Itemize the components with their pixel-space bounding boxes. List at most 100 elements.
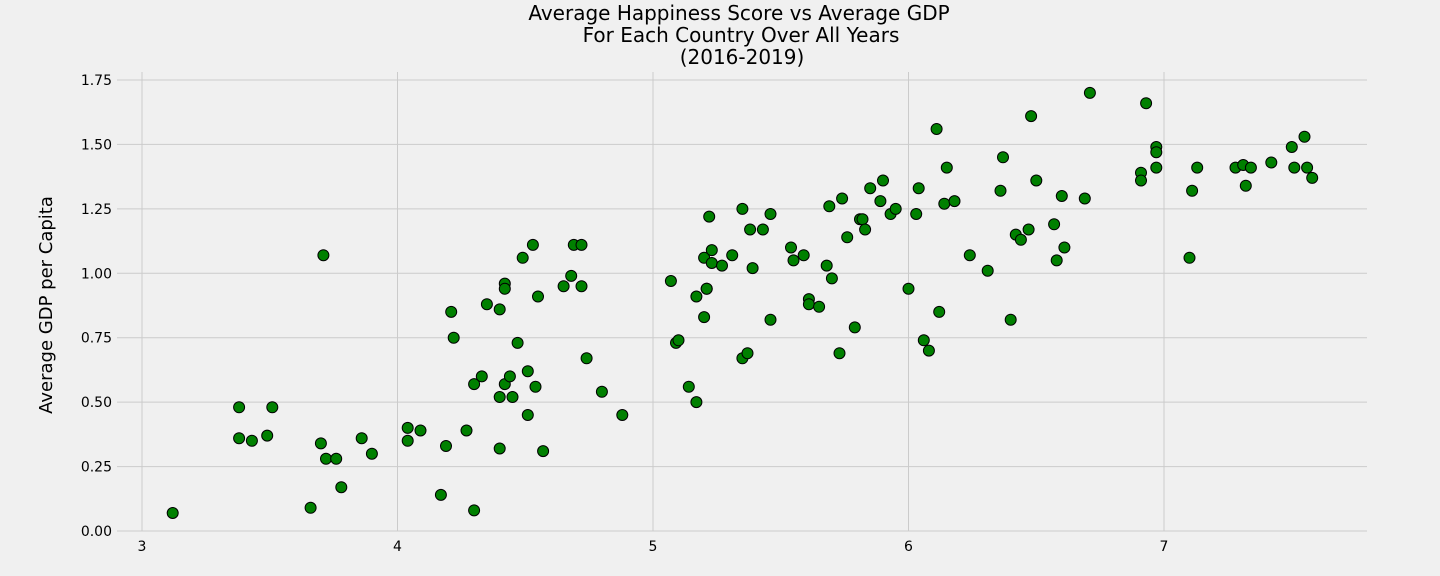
data-point	[764, 313, 777, 326]
data-point	[981, 264, 994, 277]
data-point	[521, 365, 534, 378]
data-point	[266, 401, 279, 414]
data-point	[741, 347, 754, 360]
chart-title-line-2: For Each Country Over All Years	[583, 23, 900, 47]
y-axis-ticks: 0.00 0.25 0.50 0.75 1.00 1.25 1.50 1.75	[81, 73, 112, 540]
data-point	[1083, 86, 1096, 99]
x-tick-label: 4	[393, 539, 402, 555]
data-point	[1050, 254, 1063, 267]
data-point	[938, 197, 951, 210]
data-point	[1183, 251, 1196, 264]
data-point	[889, 202, 902, 215]
data-point	[1025, 110, 1038, 123]
data-point	[1150, 146, 1163, 159]
data-point	[434, 488, 447, 501]
y-axis-label: Average GDP per Capita	[36, 196, 57, 414]
data-point	[401, 421, 414, 434]
y-tick-label: 1.75	[81, 73, 112, 89]
data-point	[580, 352, 593, 365]
data-point	[716, 259, 728, 272]
data-point	[304, 501, 317, 514]
data-point	[874, 195, 887, 208]
data-point	[521, 409, 534, 421]
data-point	[493, 303, 506, 316]
data-point	[690, 290, 703, 303]
data-point	[703, 210, 716, 223]
data-point	[537, 445, 550, 458]
data-point	[705, 257, 718, 269]
data-point	[705, 244, 718, 257]
data-point	[440, 440, 452, 452]
data-point	[917, 334, 930, 347]
data-point	[616, 409, 629, 421]
data-point	[1140, 97, 1153, 110]
data-point	[930, 123, 943, 135]
data-point	[940, 161, 953, 174]
data-point	[1306, 171, 1319, 184]
data-point	[1239, 179, 1252, 192]
data-point	[736, 202, 749, 215]
data-point	[468, 504, 481, 517]
data-point	[503, 370, 516, 383]
x-tick-label: 5	[649, 539, 658, 555]
data-point	[672, 334, 685, 347]
data-point	[1285, 141, 1298, 153]
data-point	[565, 269, 578, 282]
data-point	[447, 331, 460, 344]
data-point	[1150, 161, 1163, 174]
data-point	[1135, 174, 1147, 187]
data-point	[902, 282, 915, 295]
data-point	[1288, 161, 1301, 174]
y-tick-label: 1.50	[81, 137, 112, 153]
x-axis-ticks: 3 4 5 6 7	[138, 539, 1169, 555]
data-points	[166, 86, 1319, 519]
data-point	[314, 437, 327, 450]
data-point	[595, 385, 608, 398]
x-tick-label: 7	[1160, 539, 1169, 555]
data-point	[690, 396, 703, 409]
data-point	[963, 249, 976, 262]
data-point	[997, 151, 1009, 164]
data-point	[233, 401, 246, 414]
data-point	[529, 380, 542, 393]
data-point	[526, 238, 539, 251]
data-point	[1186, 184, 1199, 197]
data-point	[933, 305, 946, 318]
data-point	[726, 249, 739, 262]
data-point	[1058, 241, 1071, 254]
data-point	[833, 347, 846, 360]
data-point	[493, 442, 506, 455]
data-point	[1298, 130, 1311, 143]
data-point	[813, 300, 826, 313]
y-tick-label: 0.00	[81, 524, 112, 540]
data-point	[1014, 233, 1027, 246]
data-point	[1055, 190, 1068, 202]
grid-lines	[117, 72, 1367, 532]
data-point	[460, 424, 473, 437]
data-point	[1191, 161, 1204, 174]
data-point	[355, 432, 368, 445]
data-point	[261, 429, 274, 442]
data-point	[1244, 161, 1257, 174]
data-point	[1078, 192, 1091, 205]
y-tick-label: 0.25	[81, 460, 112, 476]
data-point	[912, 182, 925, 195]
chart-title-line-1: Average Happiness Score vs Average GDP	[528, 1, 949, 25]
data-point	[836, 192, 849, 205]
data-point	[797, 249, 810, 262]
data-point	[480, 298, 493, 311]
data-point	[233, 432, 246, 445]
data-point	[877, 174, 889, 187]
data-point	[1048, 218, 1061, 231]
data-point	[532, 290, 544, 303]
data-point	[787, 254, 800, 267]
data-point	[841, 231, 854, 244]
data-point	[864, 182, 877, 195]
data-point	[166, 507, 179, 519]
y-tick-label: 0.75	[81, 331, 112, 347]
data-point	[994, 184, 1007, 197]
data-point	[948, 195, 961, 208]
data-point	[910, 208, 923, 220]
data-point	[1030, 174, 1043, 187]
